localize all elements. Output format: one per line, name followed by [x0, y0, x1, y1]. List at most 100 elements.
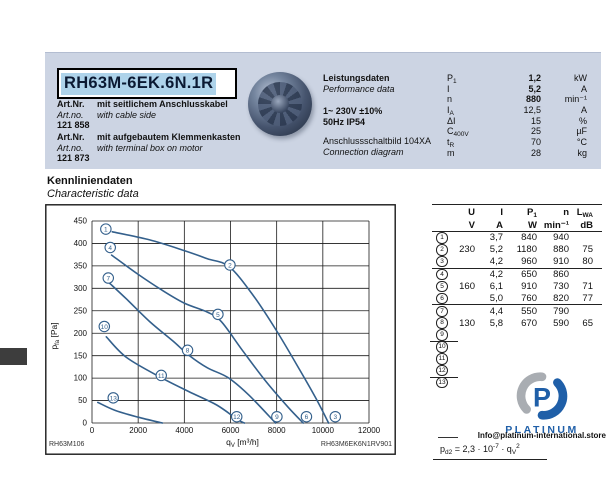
curve-label-circle	[271, 410, 283, 423]
table-row: 10	[432, 341, 602, 353]
row-number: 11	[432, 353, 452, 365]
dynamic-pressure-formula: pd2 = 2,3 · 10-7 · qV2	[440, 443, 520, 456]
spec-value-cell: 730	[553, 281, 569, 292]
art-nr-label: Art.Nr.	[57, 99, 85, 109]
header-subscript: WA	[582, 211, 593, 219]
table-row: 5 160 6,1 910 730 71	[432, 280, 602, 293]
art-number-block-2: Art.Nr. mit aufgebautem Klemmenkasten Art…	[57, 132, 241, 164]
performance-value: 5,2	[528, 83, 541, 94]
voltage-spec: 1~ 230V ±10%	[323, 106, 383, 116]
table-row: 1 3,7 840 940	[432, 232, 602, 244]
curve-label-number: 7	[106, 275, 110, 282]
formula-exponent: -7	[493, 443, 499, 450]
spec-value-cell: 670	[521, 317, 537, 329]
spec-value-cell: 80	[582, 256, 593, 268]
row-number: 5	[432, 280, 452, 293]
connection-diagram-de: Anschlussschaltbild 104XA	[323, 136, 432, 146]
spec-header-cell: P1	[527, 206, 537, 219]
curve-4-5-6	[110, 254, 304, 424]
spec-value-cell: 4,2	[489, 269, 503, 281]
table-row: 3 4,2 960 910 80	[432, 255, 602, 269]
spec-value-cell: 840	[521, 232, 537, 244]
x-tick-label: 10000	[312, 426, 335, 435]
circled-number: 13	[436, 376, 448, 389]
performance-title-de: Leistungsdaten	[323, 73, 390, 83]
title-box: RH63M-6EK.6N.1R	[57, 68, 237, 99]
spec-value-cell: 75	[582, 244, 593, 256]
spec-value-cell: 590	[553, 317, 569, 329]
symbol-subscript: 400V	[453, 131, 469, 139]
circled-number: 9	[436, 329, 448, 341]
performance-symbol: n	[447, 94, 453, 105]
performance-symbol: P1	[447, 73, 457, 85]
spec-value-cell: 910	[553, 256, 569, 268]
spec-value-cell: 4,4	[489, 305, 503, 317]
circled-number: 1	[436, 232, 448, 244]
curve-label-circle	[181, 344, 194, 357]
curve-label-number: 12	[233, 414, 241, 421]
performance-row: m 28 kg	[447, 148, 593, 159]
row-number: 8	[432, 317, 452, 329]
circled-number: 2	[436, 244, 448, 256]
curve-label-circle	[329, 410, 342, 423]
performance-row: IA 12,5 A	[447, 105, 593, 117]
table-row: 9	[430, 329, 602, 343]
curve-label-circle	[104, 241, 116, 254]
row-number: 6	[432, 292, 452, 305]
circled-number: 10	[436, 341, 448, 353]
y-tick-label: 300	[74, 284, 88, 293]
fan-hub-graphic	[271, 95, 289, 113]
page-edge-tab	[0, 348, 27, 365]
spec-unit-cell: min⁻¹	[543, 219, 569, 231]
x-tick-label: 12000	[358, 426, 381, 435]
circled-number: 7	[436, 305, 448, 318]
connection-diagram-en: Connection diagram	[323, 146, 404, 157]
x-tick-label: 6000	[222, 426, 240, 435]
spec-header-cell: n	[563, 206, 569, 218]
curve-label-number: 10	[101, 324, 109, 331]
performance-data-block: Leistungsdaten Performance data 1~ 230V …	[323, 73, 443, 157]
curve-label-circle	[212, 308, 224, 321]
spec-value-cell: 910	[521, 281, 537, 292]
spec-unit-cell: V	[468, 219, 475, 231]
art-nr-desc-de: mit aufgebautem Klemmenkasten	[97, 132, 241, 142]
frequency-ip-spec: 50Hz IP54	[323, 116, 366, 127]
performance-value: 15	[530, 115, 541, 126]
spec-value-cell: 5,2	[489, 244, 503, 256]
chart-border	[45, 204, 396, 455]
spec-value-cell: 6,1	[489, 281, 503, 292]
spec-value-cell: 880	[553, 244, 569, 256]
performance-value: 25	[530, 126, 541, 137]
spec-value-cell: 5,0	[489, 292, 503, 304]
art-nr-desc-de: mit seitlichem Anschlusskabel	[97, 99, 228, 109]
performance-row: I 5,2 A	[447, 84, 593, 95]
curve-label-number: 5	[216, 312, 220, 319]
curve-label-circle	[224, 259, 236, 271]
performance-value: 28	[530, 147, 541, 158]
curve-1-2-3	[111, 231, 330, 424]
spec-unit-cell: dB	[580, 219, 593, 231]
y-tick-label: 100	[74, 374, 88, 383]
spec-header-cell: U	[468, 206, 475, 218]
curve-label-number: 1	[104, 226, 108, 233]
spec-unit-cell: A	[496, 219, 503, 231]
x-tick-label: 8000	[268, 426, 286, 435]
performance-symbol: m	[447, 147, 455, 158]
y-tick-label: 350	[74, 261, 88, 270]
spec-value-cell: 960	[521, 256, 537, 268]
performance-value: 12,5	[523, 105, 541, 116]
chart-code-right: RH63M6EK6N1RV901	[321, 441, 392, 448]
row-number: 7	[432, 305, 452, 318]
curve-label-number: 13	[110, 395, 118, 402]
symbol-subscript: 1	[453, 78, 457, 85]
platinum-logo-icon: P	[516, 372, 568, 420]
performance-row: n 880 min⁻¹	[447, 94, 593, 105]
table-row: 8 130 5,8 670 590 65	[432, 317, 602, 329]
spec-value-cell: 65	[582, 317, 593, 329]
table-row: 11	[432, 353, 602, 365]
circled-number: 5	[436, 280, 448, 293]
spec-value-cell: 71	[582, 281, 593, 292]
y-axis-label: pfa [Pa]	[49, 322, 61, 349]
